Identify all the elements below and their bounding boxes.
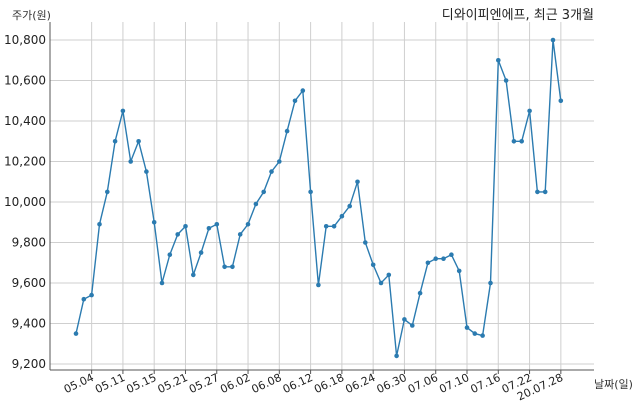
data-point — [120, 108, 126, 114]
x-tick-label: 06.02 — [218, 371, 252, 396]
y-tick-label: 9,400 — [12, 317, 46, 331]
data-point — [97, 222, 102, 227]
data-point — [144, 169, 149, 174]
data-point — [527, 108, 532, 114]
x-tick-label: 05.11 — [93, 371, 127, 396]
data-point — [378, 280, 384, 286]
data-point — [449, 252, 454, 257]
data-point — [284, 128, 290, 134]
y-tick-label: 10,400 — [4, 114, 46, 128]
x-tick-label: 06.18 — [312, 371, 346, 396]
data-point — [73, 331, 79, 336]
x-tick-label: 07.06 — [406, 371, 440, 396]
data-point — [136, 139, 141, 144]
data-point — [237, 232, 243, 237]
data-point — [159, 280, 165, 286]
data-point — [222, 264, 227, 270]
x-tick-label: 05.04 — [62, 371, 96, 396]
x-tick-label: 05.15 — [124, 371, 158, 396]
data-point — [198, 250, 204, 255]
data-point — [496, 58, 501, 63]
y-tick-label: 9,600 — [12, 276, 46, 290]
data-point — [183, 224, 188, 229]
data-point — [363, 240, 368, 245]
data-point — [456, 268, 462, 274]
data-point — [89, 292, 94, 298]
data-point — [316, 282, 321, 288]
data-point — [191, 272, 196, 278]
data-point — [417, 290, 423, 296]
data-point — [339, 213, 345, 219]
y-tick-label: 10,800 — [4, 33, 46, 47]
data-point — [550, 37, 556, 43]
data-point — [355, 179, 360, 185]
data-point — [503, 78, 509, 83]
data-point — [323, 224, 329, 229]
x-tick-label: 06.30 — [375, 371, 409, 396]
y-tick-label: 10,000 — [4, 195, 46, 209]
data-point — [214, 222, 220, 227]
x-tick-label: 06.08 — [250, 371, 284, 396]
x-tick-label: 06.24 — [343, 371, 377, 396]
data-point — [410, 323, 415, 328]
data-point — [472, 331, 478, 336]
data-point — [394, 353, 399, 359]
data-point — [253, 201, 259, 207]
data-point — [112, 139, 118, 144]
data-point — [488, 280, 493, 286]
y-axis-label: 주가(원) — [12, 9, 51, 22]
x-axis-label: 날짜(일) — [594, 377, 633, 391]
x-tick-label: 05.21 — [156, 371, 190, 396]
data-point — [464, 325, 470, 330]
data-point — [558, 98, 564, 104]
data-point — [261, 189, 267, 195]
y-tick-label: 10,600 — [4, 74, 46, 88]
data-point — [206, 226, 212, 231]
series-line — [75, 39, 562, 357]
data-point — [331, 224, 337, 229]
data-point — [542, 189, 548, 195]
data-point — [81, 296, 87, 302]
data-point — [370, 262, 376, 268]
x-tick-label: 07.16 — [469, 371, 503, 396]
data-point — [347, 203, 353, 209]
data-point — [480, 333, 485, 338]
data-point — [292, 98, 298, 104]
data-point — [151, 220, 157, 225]
data-point — [511, 139, 517, 144]
y-tick-label: 9,800 — [12, 236, 46, 250]
y-tick-label: 10,200 — [4, 155, 46, 169]
tick-labels: 9,200 9,400 9,600 9,800 10,000 10,200 10,400 10… — [4, 33, 565, 403]
data-point — [269, 169, 274, 174]
data-points — [73, 37, 564, 359]
data-point — [441, 256, 446, 262]
data-point — [245, 222, 251, 227]
x-tick-label: 06.12 — [281, 371, 315, 396]
data-point — [386, 272, 392, 278]
data-point — [128, 159, 133, 164]
data-point — [300, 88, 306, 93]
x-tick-label: 05.27 — [187, 371, 221, 396]
data-point — [535, 189, 540, 195]
data-point — [308, 189, 313, 195]
data-point — [433, 256, 439, 262]
grid — [50, 22, 594, 370]
data-point — [230, 264, 235, 270]
series-line-layer — [75, 39, 562, 357]
chart-title: 디와이피엔에프, 최근 3개월 — [442, 8, 594, 23]
y-tick-label: 9,200 — [12, 357, 46, 371]
x-tick-label: 07.10 — [437, 371, 471, 396]
data-point — [402, 317, 407, 322]
data-point — [277, 159, 282, 164]
data-point — [175, 232, 180, 237]
data-point — [519, 139, 524, 144]
data-point — [167, 252, 173, 257]
data-point — [425, 260, 431, 266]
axes — [49, 22, 594, 374]
data-point — [105, 189, 110, 195]
